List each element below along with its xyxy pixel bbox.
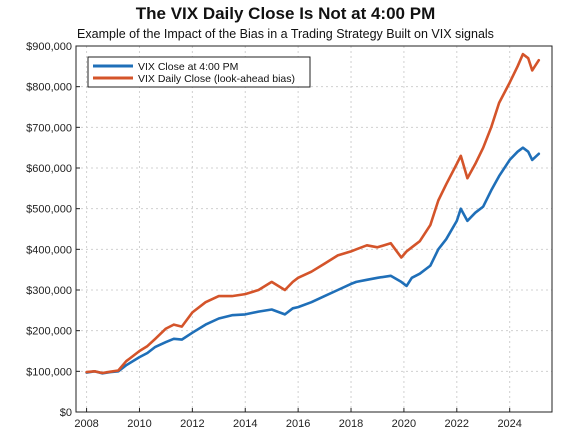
x-tick-label-8: 2024 xyxy=(497,418,521,430)
legend-box xyxy=(87,56,311,88)
series-line-1 xyxy=(85,52,541,375)
x-tick-label-1: 2010 xyxy=(127,418,151,430)
axes-frame xyxy=(75,45,553,413)
x-tick-label-2: 2012 xyxy=(180,418,204,430)
y-tick-label-0: $0 xyxy=(60,407,72,419)
y-tick-label-3: $300,000 xyxy=(26,285,72,297)
y-tick-label-6: $600,000 xyxy=(26,163,72,175)
y-tick-label-7: $700,000 xyxy=(26,122,72,134)
x-tick-label-0: 2008 xyxy=(74,418,98,430)
x-tick-label-6: 2020 xyxy=(392,418,416,430)
x-tick-label-3: 2014 xyxy=(233,418,257,430)
y-tick-label-1: $100,000 xyxy=(26,366,72,378)
legend-label-0: VIX Close at 4:00 PM xyxy=(138,61,238,73)
y-tick-label-4: $400,000 xyxy=(26,244,72,256)
legend-label-1: VIX Daily Close (look-ahead bias) xyxy=(138,73,295,85)
y-tick-label-8: $800,000 xyxy=(26,82,72,94)
x-tick-label-7: 2022 xyxy=(445,418,469,430)
series-line-0 xyxy=(85,146,541,375)
y-tick-label-5: $500,000 xyxy=(26,204,72,216)
y-tick-label-9: $900,000 xyxy=(26,41,72,53)
y-tick-label-2: $200,000 xyxy=(26,326,72,338)
chart-title: The VIX Daily Close Is Not at 4:00 PM xyxy=(135,4,436,23)
x-tick-label-5: 2018 xyxy=(339,418,363,430)
chart-subtitle: Example of the Impact of the Bias in a T… xyxy=(77,27,494,41)
x-tick-label-4: 2016 xyxy=(286,418,310,430)
